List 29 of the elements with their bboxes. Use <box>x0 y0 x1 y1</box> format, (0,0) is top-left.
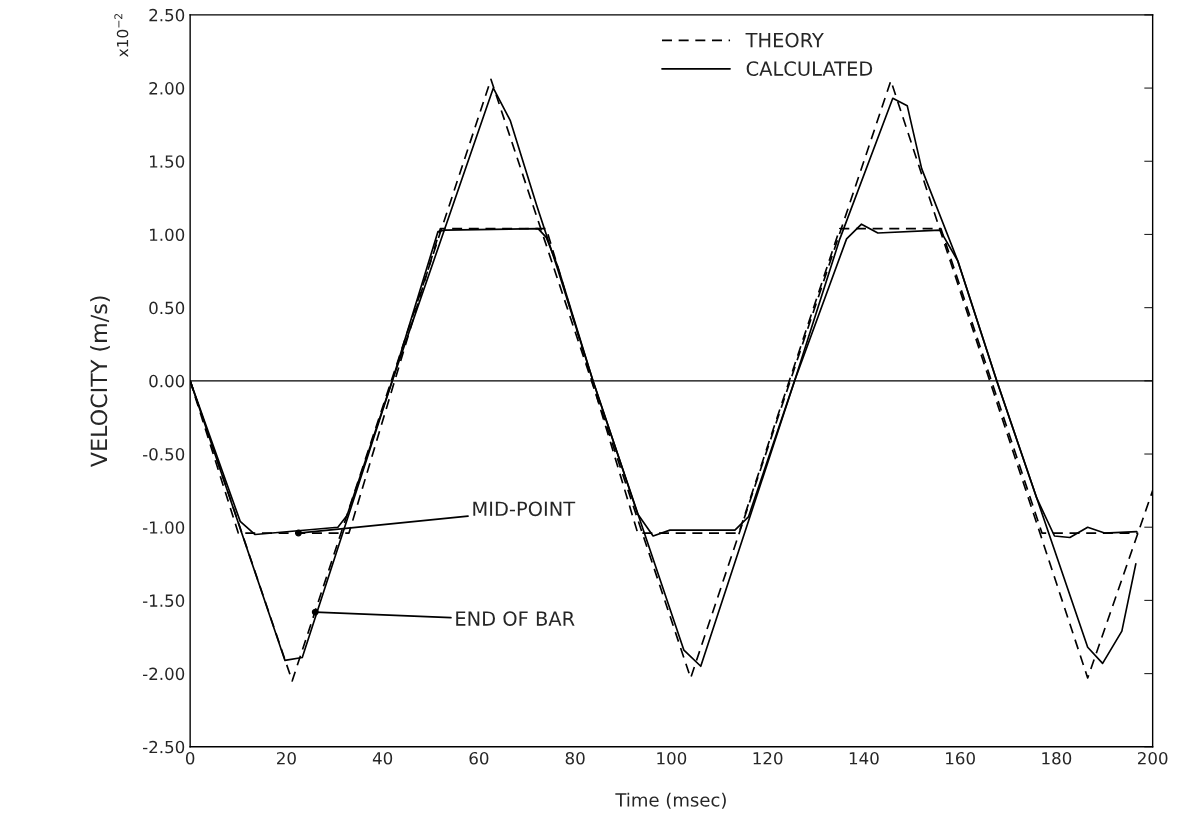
x-tick-label: 180 <box>1042 751 1072 765</box>
y-tick-label: -1.50 <box>142 594 185 607</box>
x-tick-label: 60 <box>469 751 489 765</box>
y-tick-label: 1.50 <box>150 155 185 168</box>
legend-label: CALCULATED <box>746 61 873 76</box>
x-tick-label: 40 <box>372 751 393 765</box>
y-tick-label: -1.00 <box>142 521 185 534</box>
y-tick-label: -0.50 <box>142 447 185 461</box>
x-tick-label: 20 <box>277 751 296 765</box>
x-tick-label: 160 <box>946 751 975 765</box>
annotation: MID-POINT <box>473 501 576 517</box>
y-tick-label: -2.00 <box>142 667 185 681</box>
y-tick-label: 0.50 <box>149 301 185 315</box>
x-tick-label: 80 <box>565 751 585 765</box>
y-tick-label: 2.00 <box>149 82 185 95</box>
x-tick-label: 100 <box>657 751 687 765</box>
y-tick-label: 2.50 <box>149 8 185 22</box>
x-tick-label: 140 <box>849 751 879 765</box>
x-axis-title: Time (msec) <box>615 792 726 809</box>
y-tick-label: 0.00 <box>149 374 185 388</box>
legend-label: THEORY <box>745 32 824 48</box>
y-tick-label: 1.00 <box>150 228 185 242</box>
annotation: END OF BAR <box>456 611 575 626</box>
x-tick-label: 0 <box>185 751 195 765</box>
y-tick-label: -2.50 <box>142 740 185 754</box>
text: x10$^{−2}$ <box>114 14 129 57</box>
x-tick-label: 120 <box>753 751 783 765</box>
y-axis-title: VELOCITY (m/s) <box>90 296 110 467</box>
x-tick-label: 200 <box>1137 751 1168 765</box>
